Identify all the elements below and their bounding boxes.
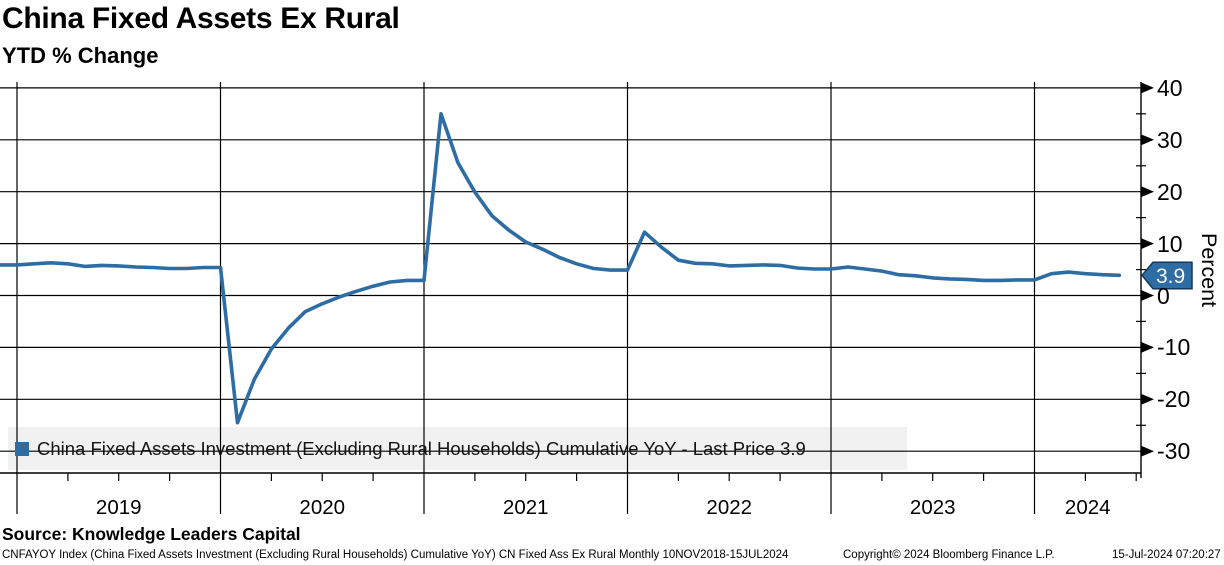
y-major-tick-arrow <box>1141 186 1154 198</box>
y-tick-label: 40 <box>1157 74 1183 101</box>
legend-series-swatch <box>15 441 29 456</box>
last-price-badge <box>1141 261 1193 290</box>
y-tick-label: -10 <box>1157 334 1191 361</box>
x-year-label: 2021 <box>502 496 549 519</box>
page-subtitle: YTD % Change <box>2 43 159 68</box>
chart-plot-area: 3.9 <box>0 82 1193 514</box>
y-major-tick-arrow <box>1141 341 1154 353</box>
page-title: China Fixed Assets Ex Rural <box>2 2 400 35</box>
legend-series-label: China Fixed Assets Investment (Excluding… <box>37 437 806 459</box>
x-year-label: 2020 <box>299 496 346 519</box>
last-price-badge-label: 3.9 <box>1156 265 1185 288</box>
source-line: Source: Knowledge Leaders Capital <box>2 524 301 544</box>
y-axis-title: Percent <box>1197 233 1221 308</box>
y-tick-label: -30 <box>1157 438 1191 465</box>
x-year-label: 2023 <box>909 496 956 519</box>
legend-background <box>8 427 907 470</box>
y-tick-label: 10 <box>1157 230 1183 257</box>
y-major-tick-arrow <box>1141 445 1154 457</box>
y-tick-label: 30 <box>1157 126 1183 153</box>
y-tick-label: -20 <box>1157 386 1191 413</box>
y-major-tick-arrow <box>1141 238 1154 250</box>
y-major-tick-arrow <box>1141 82 1154 94</box>
y-tick-label: 0 <box>1157 282 1170 309</box>
footer-index-description: CNFAYOY Index (China Fixed Assets Invest… <box>2 549 789 561</box>
footer-datetime: 15-Jul-2024 07:20:27 <box>1112 549 1221 561</box>
y-tick-label: 20 <box>1157 178 1183 205</box>
y-major-tick-arrow <box>1141 134 1154 146</box>
footer-copyright: Copyright© 2024 Bloomberg Finance L.P. <box>843 549 1055 561</box>
x-year-label: 2022 <box>706 496 753 519</box>
y-major-tick-arrow <box>1141 393 1154 405</box>
x-year-label: 2019 <box>95 496 142 519</box>
x-year-label: 2024 <box>1064 496 1111 519</box>
y-major-tick-arrow <box>1141 290 1154 301</box>
series-line <box>0 112 1122 425</box>
legend: China Fixed Assets Investment (Excluding… <box>15 427 806 470</box>
